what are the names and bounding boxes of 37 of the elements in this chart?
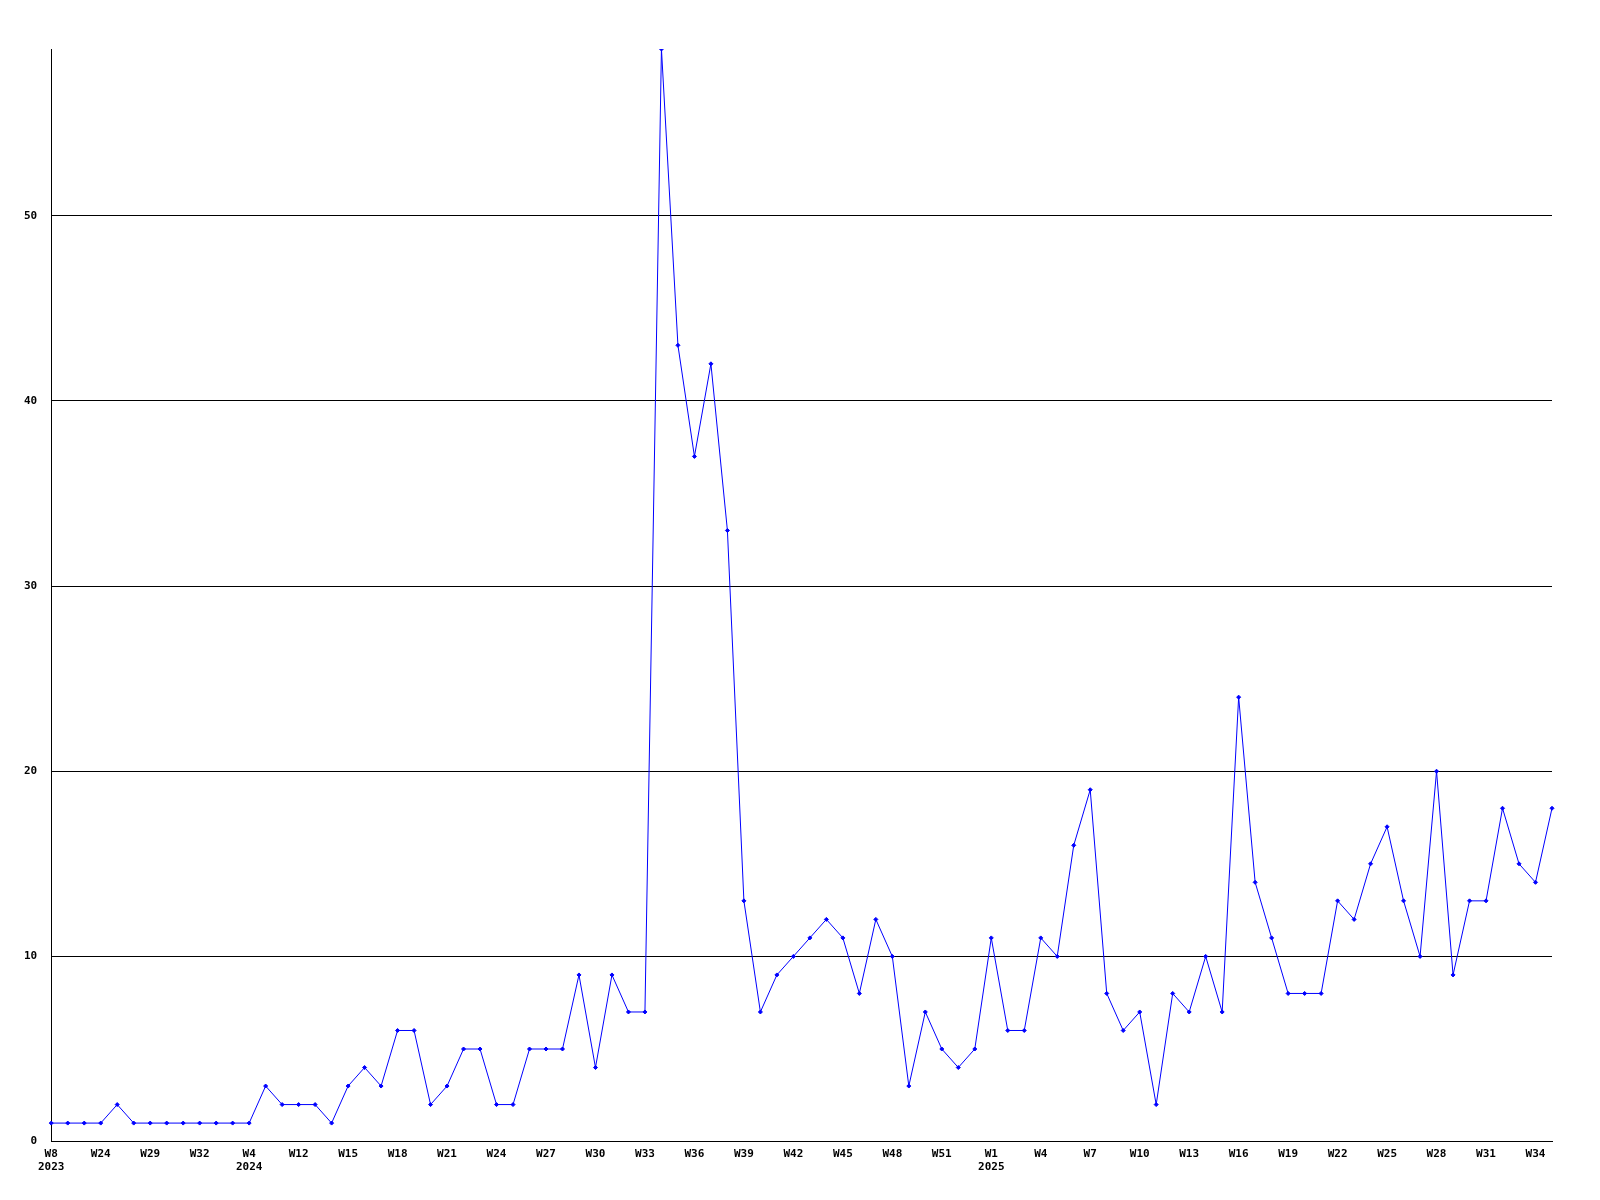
x-tick-label: W8 2023	[38, 1147, 65, 1174]
y-tick-label: 50	[24, 208, 38, 222]
x-tick-label: W19	[1278, 1147, 1299, 1161]
x-tick-label: W51	[931, 1147, 953, 1161]
x-tick-label: W25	[1377, 1147, 1398, 1161]
x-tick-label: W4	[1034, 1147, 1048, 1161]
y-tick-label: 30	[24, 578, 38, 592]
x-tick-label: W31	[1476, 1147, 1497, 1161]
x-tick-label: W18	[387, 1147, 408, 1161]
y-tick-label: 0	[30, 1134, 38, 1148]
x-tick-label: W39	[733, 1147, 754, 1161]
x-tick-label: W1 2025	[978, 1147, 1005, 1174]
x-tick-label: W30	[585, 1147, 606, 1161]
x-tick-label: W24	[486, 1147, 507, 1161]
x-tick-label: W10	[1129, 1147, 1150, 1161]
x-tick-label: W28	[1426, 1147, 1447, 1161]
x-tick-label: W4 2024	[235, 1147, 263, 1174]
x-tick-label: W22	[1327, 1147, 1348, 1161]
x-tick-label: W29	[140, 1147, 161, 1161]
y-tick-label: 10	[24, 949, 38, 963]
x-tick-label: W27	[536, 1147, 556, 1161]
x-tick-label: W12	[288, 1147, 309, 1161]
x-tick-label: W36	[684, 1147, 705, 1161]
x-tick-label: W42	[783, 1147, 804, 1161]
x-tick-label: W33	[635, 1147, 655, 1161]
x-tick-label: W34	[1525, 1147, 1546, 1161]
x-tick-label: W15	[338, 1147, 359, 1161]
x-tick-label: W16	[1228, 1147, 1249, 1161]
x-tick-label: W13	[1179, 1147, 1200, 1161]
x-tick-label: W7	[1083, 1147, 1097, 1161]
x-tick-label: W45	[832, 1147, 853, 1161]
x-tick-label: W24	[90, 1147, 112, 1161]
x-tick-label: W48	[882, 1147, 903, 1161]
y-tick-label: 40	[24, 393, 38, 407]
y-tick-label: 20	[24, 764, 38, 778]
x-tick-label: W21	[437, 1147, 458, 1161]
x-tick-label: W32	[189, 1147, 210, 1161]
